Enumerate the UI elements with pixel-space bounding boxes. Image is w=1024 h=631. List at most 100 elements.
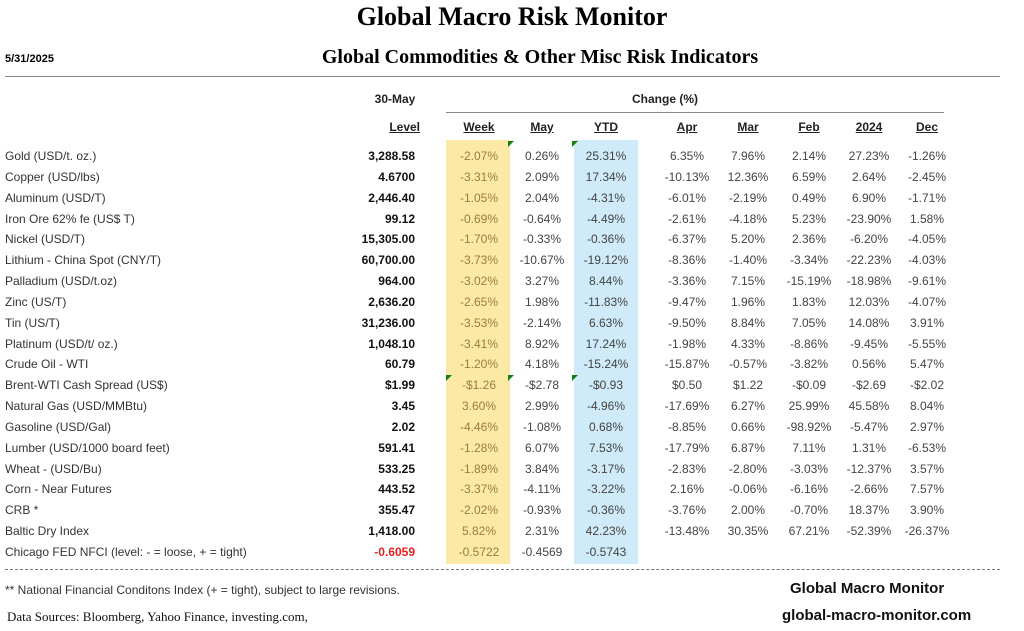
row-label: Nickel (USD/T)	[5, 232, 85, 247]
comment-marker-icon	[572, 141, 578, 147]
cell-may: 2.31%	[524, 524, 560, 539]
data-sources: Data Sources: Bloomberg, Yahoo Finance, …	[7, 609, 308, 624]
cell-dec: 2.97%	[909, 419, 945, 434]
cell-ytd: -15.24%	[583, 357, 629, 372]
cell-week: 5.82%	[461, 524, 497, 539]
cell-dec: -4.05%	[907, 232, 947, 247]
cell-ytd: -3.17%	[586, 461, 626, 476]
cell-week: -2.07%	[459, 149, 499, 163]
row-level: 2.02	[391, 419, 415, 434]
column-header-apr: Apr	[676, 120, 698, 134]
report-date: 5/31/2025	[5, 53, 54, 65]
cell-feb: -3.34%	[789, 253, 829, 268]
cell-apr: -13.48%	[664, 524, 710, 539]
cell-week: -2.02%	[459, 503, 499, 518]
cell-week: -0.69%	[459, 211, 499, 226]
table-row: Copper (USD/lbs) 4.6700 -3.31% 2.09% 17.34% -…	[0, 167, 1000, 188]
cell-apr: -3.36%	[667, 274, 707, 289]
cell-2024: -2.66%	[849, 482, 889, 497]
row-level: 4.6700	[378, 169, 415, 184]
table-row: Corn - Near Futures 443.52 -3.37% -4.11% -3.…	[0, 479, 1000, 500]
cell-feb: -15.19%	[786, 274, 832, 289]
cell-2024: -18.98%	[846, 274, 892, 289]
cell-ytd: -0.36%	[586, 503, 626, 518]
table-row: Tin (US/T) 31,236.00 -3.53% -2.14% 6.63% -9.5…	[0, 313, 1000, 334]
cell-feb: -$0.09	[791, 378, 827, 393]
cell-dec: 8.04%	[909, 399, 945, 414]
cell-apr: -8.85%	[667, 419, 707, 434]
row-label: Zinc (US/T)	[5, 294, 67, 309]
row-label: Lumber (USD/1000 board feet)	[5, 440, 170, 455]
cell-dec: -5.55%	[907, 336, 947, 351]
row-level: 60,700.00	[361, 253, 415, 268]
row-level: 31,236.00	[361, 315, 415, 330]
cell-apr: -10.13%	[664, 169, 710, 184]
cell-2024: 6.90%	[851, 190, 887, 205]
cell-may: 3.27%	[524, 274, 560, 289]
cell-week: -1.28%	[459, 440, 499, 455]
table-row: Gasoline (USD/Gal) 2.02 -4.46% -1.08% 0.68% -…	[0, 417, 1000, 438]
cell-apr: -6.37%	[667, 232, 707, 247]
cell-dec: 3.91%	[909, 315, 945, 330]
cell-may: -10.67%	[519, 253, 565, 268]
table-row: Lithium - China Spot (CNY/T) 60,700.00 -3.…	[0, 250, 1000, 271]
cell-2024: 27.23%	[848, 149, 890, 163]
cell-feb: 6.59%	[791, 169, 827, 184]
cell-may: 3.84%	[524, 461, 560, 476]
cell-may: 0.26%	[524, 149, 560, 163]
column-header-dec: Dec	[915, 120, 938, 134]
cell-mar: -0.06%	[728, 482, 768, 497]
cell-2024: 45.58%	[848, 399, 890, 414]
cell-2024: -6.20%	[849, 232, 889, 247]
cell-may: -1.08%	[522, 419, 562, 434]
cell-ytd: -0.5743	[585, 544, 627, 559]
cell-may: -2.14%	[522, 315, 562, 330]
cell-feb: -0.70%	[789, 503, 829, 518]
cell-dec: -4.03%	[907, 253, 947, 268]
row-label: Palladium (USD/t.oz)	[5, 274, 118, 289]
cell-2024: -5.47%	[849, 419, 889, 434]
level-date-header: 30-May	[374, 92, 416, 106]
row-level: -0.6059	[374, 544, 415, 559]
table-row: Lumber (USD/1000 board feet) 591.41 -1.28%…	[0, 438, 1000, 459]
comment-marker-icon	[508, 141, 514, 147]
cell-apr: -9.50%	[667, 315, 707, 330]
cell-mar: 0.66%	[730, 419, 766, 434]
cell-feb: 2.14%	[791, 149, 827, 163]
footnote: ** National Financial Conditons Index (+…	[5, 583, 400, 597]
cell-mar: -2.19%	[728, 190, 768, 205]
cell-week: -4.46%	[459, 419, 499, 434]
cell-apr: -3.76%	[667, 503, 707, 518]
row-level: 2,636.20	[368, 294, 415, 309]
cell-week: -2.65%	[459, 294, 499, 309]
site-link[interactable]: global-macro-monitor.com	[782, 607, 972, 624]
table-row: Crude Oil - WTI 60.79 -1.20% 4.18% -15.24% -1…	[0, 354, 1000, 375]
cell-week: -1.89%	[459, 461, 499, 476]
cell-mar: -4.18%	[728, 211, 768, 226]
cell-may: -0.33%	[522, 232, 562, 247]
cell-apr: -17.69%	[664, 399, 710, 414]
row-label: Crude Oil - WTI	[5, 357, 89, 372]
cell-mar: -1.40%	[728, 253, 768, 268]
cell-dec: -$2.02	[909, 378, 945, 393]
cell-2024: 1.31%	[851, 440, 887, 455]
cell-apr: 6.35%	[669, 149, 705, 163]
cell-week: -1.05%	[459, 190, 499, 205]
row-level: 443.52	[378, 482, 415, 497]
cell-apr: $0.50	[671, 378, 703, 393]
cell-apr: 2.16%	[669, 482, 705, 497]
row-label: Tin (US/T)	[5, 315, 60, 330]
cell-apr: -2.83%	[667, 461, 707, 476]
brand-name: Global Macro Monitor	[790, 580, 945, 597]
cell-2024: -9.45%	[849, 336, 889, 351]
table-row: Natural Gas (USD/MMBtu) 3.45 3.60% 2.99% -4.…	[0, 396, 1000, 417]
cell-ytd: 17.24%	[585, 336, 627, 351]
table-row: Palladium (USD/t.oz) 964.00 -3.02% 3.27% 8.4…	[0, 271, 1000, 292]
table-row: Chicago FED NFCI (level: - = loose, + = …	[0, 542, 1000, 563]
row-label: Iron Ore 62% fe (US$ T)	[5, 211, 135, 226]
cell-2024: -$2.69	[851, 378, 887, 393]
column-header-level: Level	[389, 120, 420, 134]
cell-mar: 6.27%	[730, 399, 766, 414]
cell-week: -3.53%	[459, 315, 499, 330]
table-row: Brent-WTI Cash Spread (US$) $1.99 -$1.26 -$…	[0, 375, 1000, 396]
